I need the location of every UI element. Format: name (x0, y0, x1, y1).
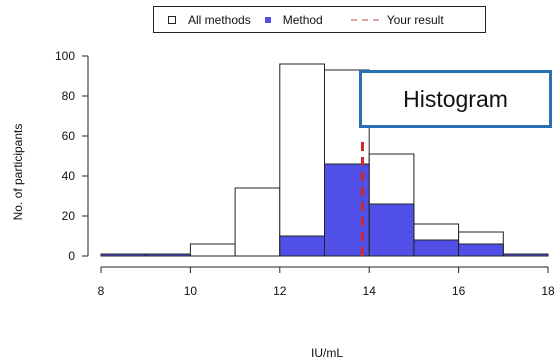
axes: 0 20 40 60 80 100 8 10 12 14 16 18 (55, 49, 554, 298)
legend-item-method: Method (264, 12, 323, 27)
x-tick-label: 14 (363, 284, 377, 298)
method-bar (368, 203, 415, 257)
method-bars (100, 163, 549, 257)
y-tick-label: 40 (62, 169, 76, 183)
legend-label-all-methods: All methods (188, 12, 251, 27)
x-tick-label: 12 (273, 284, 287, 298)
y-tick-label: 60 (62, 129, 76, 143)
legend-item-all-methods: All methods (168, 13, 251, 27)
method-bar (458, 243, 504, 257)
all-methods-bar (234, 187, 281, 257)
legend-label-method: Method (282, 12, 323, 27)
method-bar (502, 253, 549, 257)
x-tick-label: 18 (541, 284, 554, 298)
method-bar (413, 239, 460, 257)
y-tick-label: 100 (55, 49, 75, 63)
method-bar (145, 253, 191, 257)
histogram-callout: Histogram (359, 70, 552, 128)
y-tick-label: 0 (68, 249, 75, 263)
legend-item-your-result: Your result (350, 12, 444, 27)
callout-label: Histogram (403, 85, 508, 112)
filled-square-icon (264, 16, 271, 23)
method-bar (100, 253, 147, 257)
dashed-line-icon (350, 18, 379, 21)
x-tick-label: 16 (452, 284, 466, 298)
all-methods-bar (189, 243, 236, 257)
open-square-icon (168, 15, 176, 24)
all-methods-bar (279, 63, 325, 257)
x-tick-label: 10 (184, 284, 198, 298)
x-tick-label: 8 (98, 284, 105, 298)
y-tick-label: 20 (62, 209, 76, 223)
method-bar (279, 235, 325, 257)
y-tick-label: 80 (62, 89, 76, 103)
legend-label-your-result: Your result (386, 12, 444, 27)
legend: All methods Method Your result (153, 6, 486, 33)
x-axis-label: IU/mL (311, 346, 343, 360)
y-axis-label: No. of participants (11, 124, 25, 221)
